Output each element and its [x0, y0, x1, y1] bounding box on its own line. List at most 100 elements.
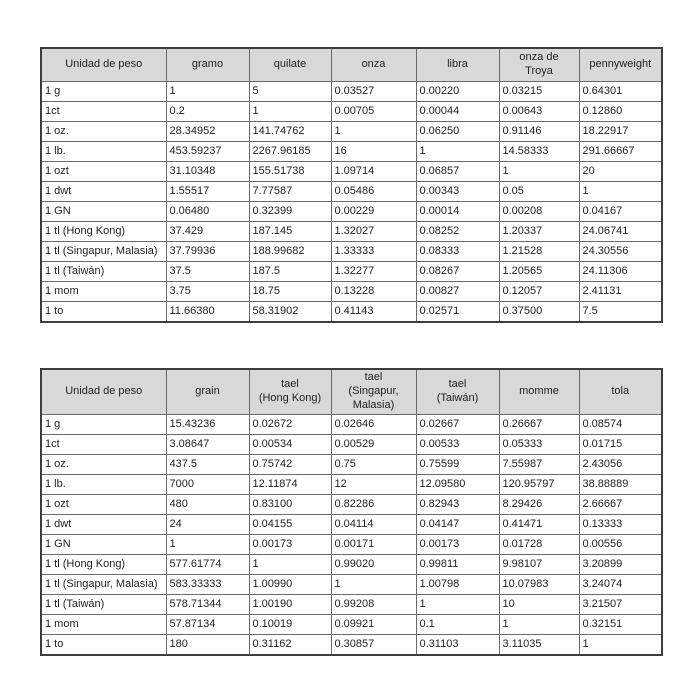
value-cell: 583.33333 — [165, 574, 250, 595]
value-cell: 1 — [248, 101, 332, 122]
value-cell: 15.43236 — [165, 414, 250, 435]
value-cell: 0.00827 — [415, 281, 500, 302]
value-cell: 58.31902 — [248, 301, 332, 323]
value-cell: 0.00529 — [330, 434, 417, 455]
row-label-cell: 1 tl (Taiwán) — [40, 594, 167, 615]
row-label-cell: 1 tl (Taiwán) — [40, 261, 167, 282]
value-cell: 180 — [165, 634, 250, 656]
value-cell: 12 — [330, 474, 417, 495]
value-cell: 1 — [330, 574, 417, 595]
table-row: 1 dwt 24 0.04155 0.04114 0.04147 0.41471 0.133… — [40, 514, 663, 535]
row-label-cell: 1 ozt — [40, 494, 167, 515]
value-cell: 0.08333 — [415, 241, 500, 262]
value-cell: 0.41471 — [498, 514, 580, 535]
value-cell: 7000 — [165, 474, 250, 495]
row-label-cell: 1 oz. — [40, 454, 167, 475]
row-label-cell: 1 tl (Singapur, Malasia) — [40, 241, 167, 262]
value-cell: 291.66667 — [578, 141, 663, 162]
value-cell: 8.29426 — [498, 494, 580, 515]
value-cell: 0.99208 — [330, 594, 417, 615]
table-row: 1 tl (Hong Kong) 577.61774 1 0.99020 0.99811… — [40, 554, 663, 575]
row-label-cell: 1 mom — [40, 614, 167, 635]
column-header-onza: onza — [330, 47, 417, 82]
value-cell: 0.01728 — [498, 534, 580, 555]
table1-body: 1 g 1 5 0.03527 0.00220 0.03215 0.64301 1ct 0.2 1… — [40, 81, 663, 323]
value-cell: 0.00533 — [415, 434, 500, 455]
value-cell: 0.06250 — [415, 121, 500, 142]
value-cell: 24.06741 — [578, 221, 663, 242]
weight-conversion-table-asian-units: Unidad de peso grain tael (Hong Kong) ta… — [40, 368, 663, 656]
column-header-quilate: quilate — [248, 47, 332, 82]
row-label-cell: 1ct — [40, 434, 167, 455]
value-cell: 0.91146 — [498, 121, 580, 142]
row-label-cell: 1 g — [40, 81, 167, 102]
value-cell: 11.66380 — [165, 301, 250, 323]
value-cell: 0.05 — [498, 181, 580, 202]
value-cell: 2267.96185 — [248, 141, 332, 162]
row-label-cell: 1 tl (Hong Kong) — [40, 221, 167, 242]
value-cell: 1.00798 — [415, 574, 500, 595]
value-cell: 0.99811 — [415, 554, 500, 575]
column-header-tael-taiwan: tael (Taiwán) — [415, 368, 500, 415]
column-header-unidad: Unidad de peso — [40, 368, 167, 415]
value-cell: 12.11874 — [248, 474, 332, 495]
value-cell: 3.20899 — [578, 554, 663, 575]
value-cell: 3.75 — [165, 281, 250, 302]
table-row: 1 oz. 437.5 0.75742 0.75 0.75599 7.55987 2.430… — [40, 454, 663, 475]
value-cell: 0.00705 — [330, 101, 417, 122]
value-cell: 1 — [330, 121, 417, 142]
value-cell: 0.12057 — [498, 281, 580, 302]
table-row: 1ct 0.2 1 0.00705 0.00044 0.00643 0.12860 — [40, 101, 663, 122]
column-header-unidad: Unidad de peso — [40, 47, 167, 82]
value-cell: 37.429 — [165, 221, 250, 242]
table-row: 1ct 3.08647 0.00534 0.00529 0.00533 0.05333 0.… — [40, 434, 663, 455]
value-cell: 0.00343 — [415, 181, 500, 202]
value-cell: 1 — [498, 161, 580, 182]
value-cell: 1 — [248, 554, 332, 575]
table-row: 1 g 15.43236 0.02672 0.02646 0.02667 0.26667 0… — [40, 414, 663, 435]
value-cell: 9.98107 — [498, 554, 580, 575]
value-cell: 0.06857 — [415, 161, 500, 182]
row-label-cell: 1 lb. — [40, 141, 167, 162]
value-cell: 0.75 — [330, 454, 417, 475]
row-label-cell: 1 ozt — [40, 161, 167, 182]
value-cell: 577.61774 — [165, 554, 250, 575]
value-cell: 0.30857 — [330, 634, 417, 656]
column-header-onza-de-troya: onza de Troya — [498, 47, 580, 82]
value-cell: 187.145 — [248, 221, 332, 242]
value-cell: 31.10348 — [165, 161, 250, 182]
value-cell: 57.87134 — [165, 614, 250, 635]
value-cell: 7.77587 — [248, 181, 332, 202]
value-cell: 0.00556 — [578, 534, 663, 555]
value-cell: 0.12860 — [578, 101, 663, 122]
value-cell: 28.34952 — [165, 121, 250, 142]
row-label-cell: 1 lb. — [40, 474, 167, 495]
row-label-cell: 1 tl (Singapur, Malasia) — [40, 574, 167, 595]
value-cell: 24.30556 — [578, 241, 663, 262]
row-label-cell: 1 GN — [40, 534, 167, 555]
table-row: 1 lb. 453.59237 2267.96185 16 1 14.58333 291.6… — [40, 141, 663, 162]
value-cell: 0.02672 — [248, 414, 332, 435]
value-cell: 0.82943 — [415, 494, 500, 515]
table-row: 1 tl (Singapur, Malasia) 37.79936 188.9968… — [40, 241, 663, 262]
value-cell: 0.37500 — [498, 301, 580, 323]
value-cell: 0.02646 — [330, 414, 417, 435]
row-label-cell: 1 tl (Hong Kong) — [40, 554, 167, 575]
value-cell: 0.32399 — [248, 201, 332, 222]
table-row: 1 tl (Singapur, Malasia) 583.33333 1.00990… — [40, 574, 663, 595]
table-row: 1 mom 3.75 18.75 0.13228 0.00827 0.12057 2.411… — [40, 281, 663, 302]
value-cell: 24.11306 — [578, 261, 663, 282]
value-cell: 1.55517 — [165, 181, 250, 202]
table-row: 1 oz. 28.34952 141.74762 1 0.06250 0.91146 18.… — [40, 121, 663, 142]
row-label-cell: 1 dwt — [40, 181, 167, 202]
table-row: 1 mom 57.87134 0.10019 0.09921 0.1 1 0.32151 — [40, 614, 663, 635]
value-cell: 7.5 — [578, 301, 663, 323]
value-cell: 0.31162 — [248, 634, 332, 656]
row-label-cell: 1 dwt — [40, 514, 167, 535]
value-cell: 0.00229 — [330, 201, 417, 222]
value-cell: 10.07983 — [498, 574, 580, 595]
value-cell: 10 — [498, 594, 580, 615]
value-cell: 3.24074 — [578, 574, 663, 595]
column-header-gramo: gramo — [165, 47, 250, 82]
table2-body: 1 g 15.43236 0.02672 0.02646 0.02667 0.26667 0… — [40, 414, 663, 656]
